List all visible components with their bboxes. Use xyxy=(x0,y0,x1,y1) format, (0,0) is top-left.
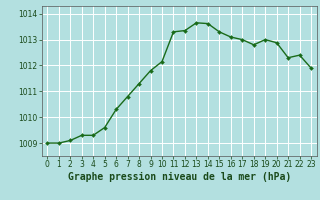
X-axis label: Graphe pression niveau de la mer (hPa): Graphe pression niveau de la mer (hPa) xyxy=(68,172,291,182)
